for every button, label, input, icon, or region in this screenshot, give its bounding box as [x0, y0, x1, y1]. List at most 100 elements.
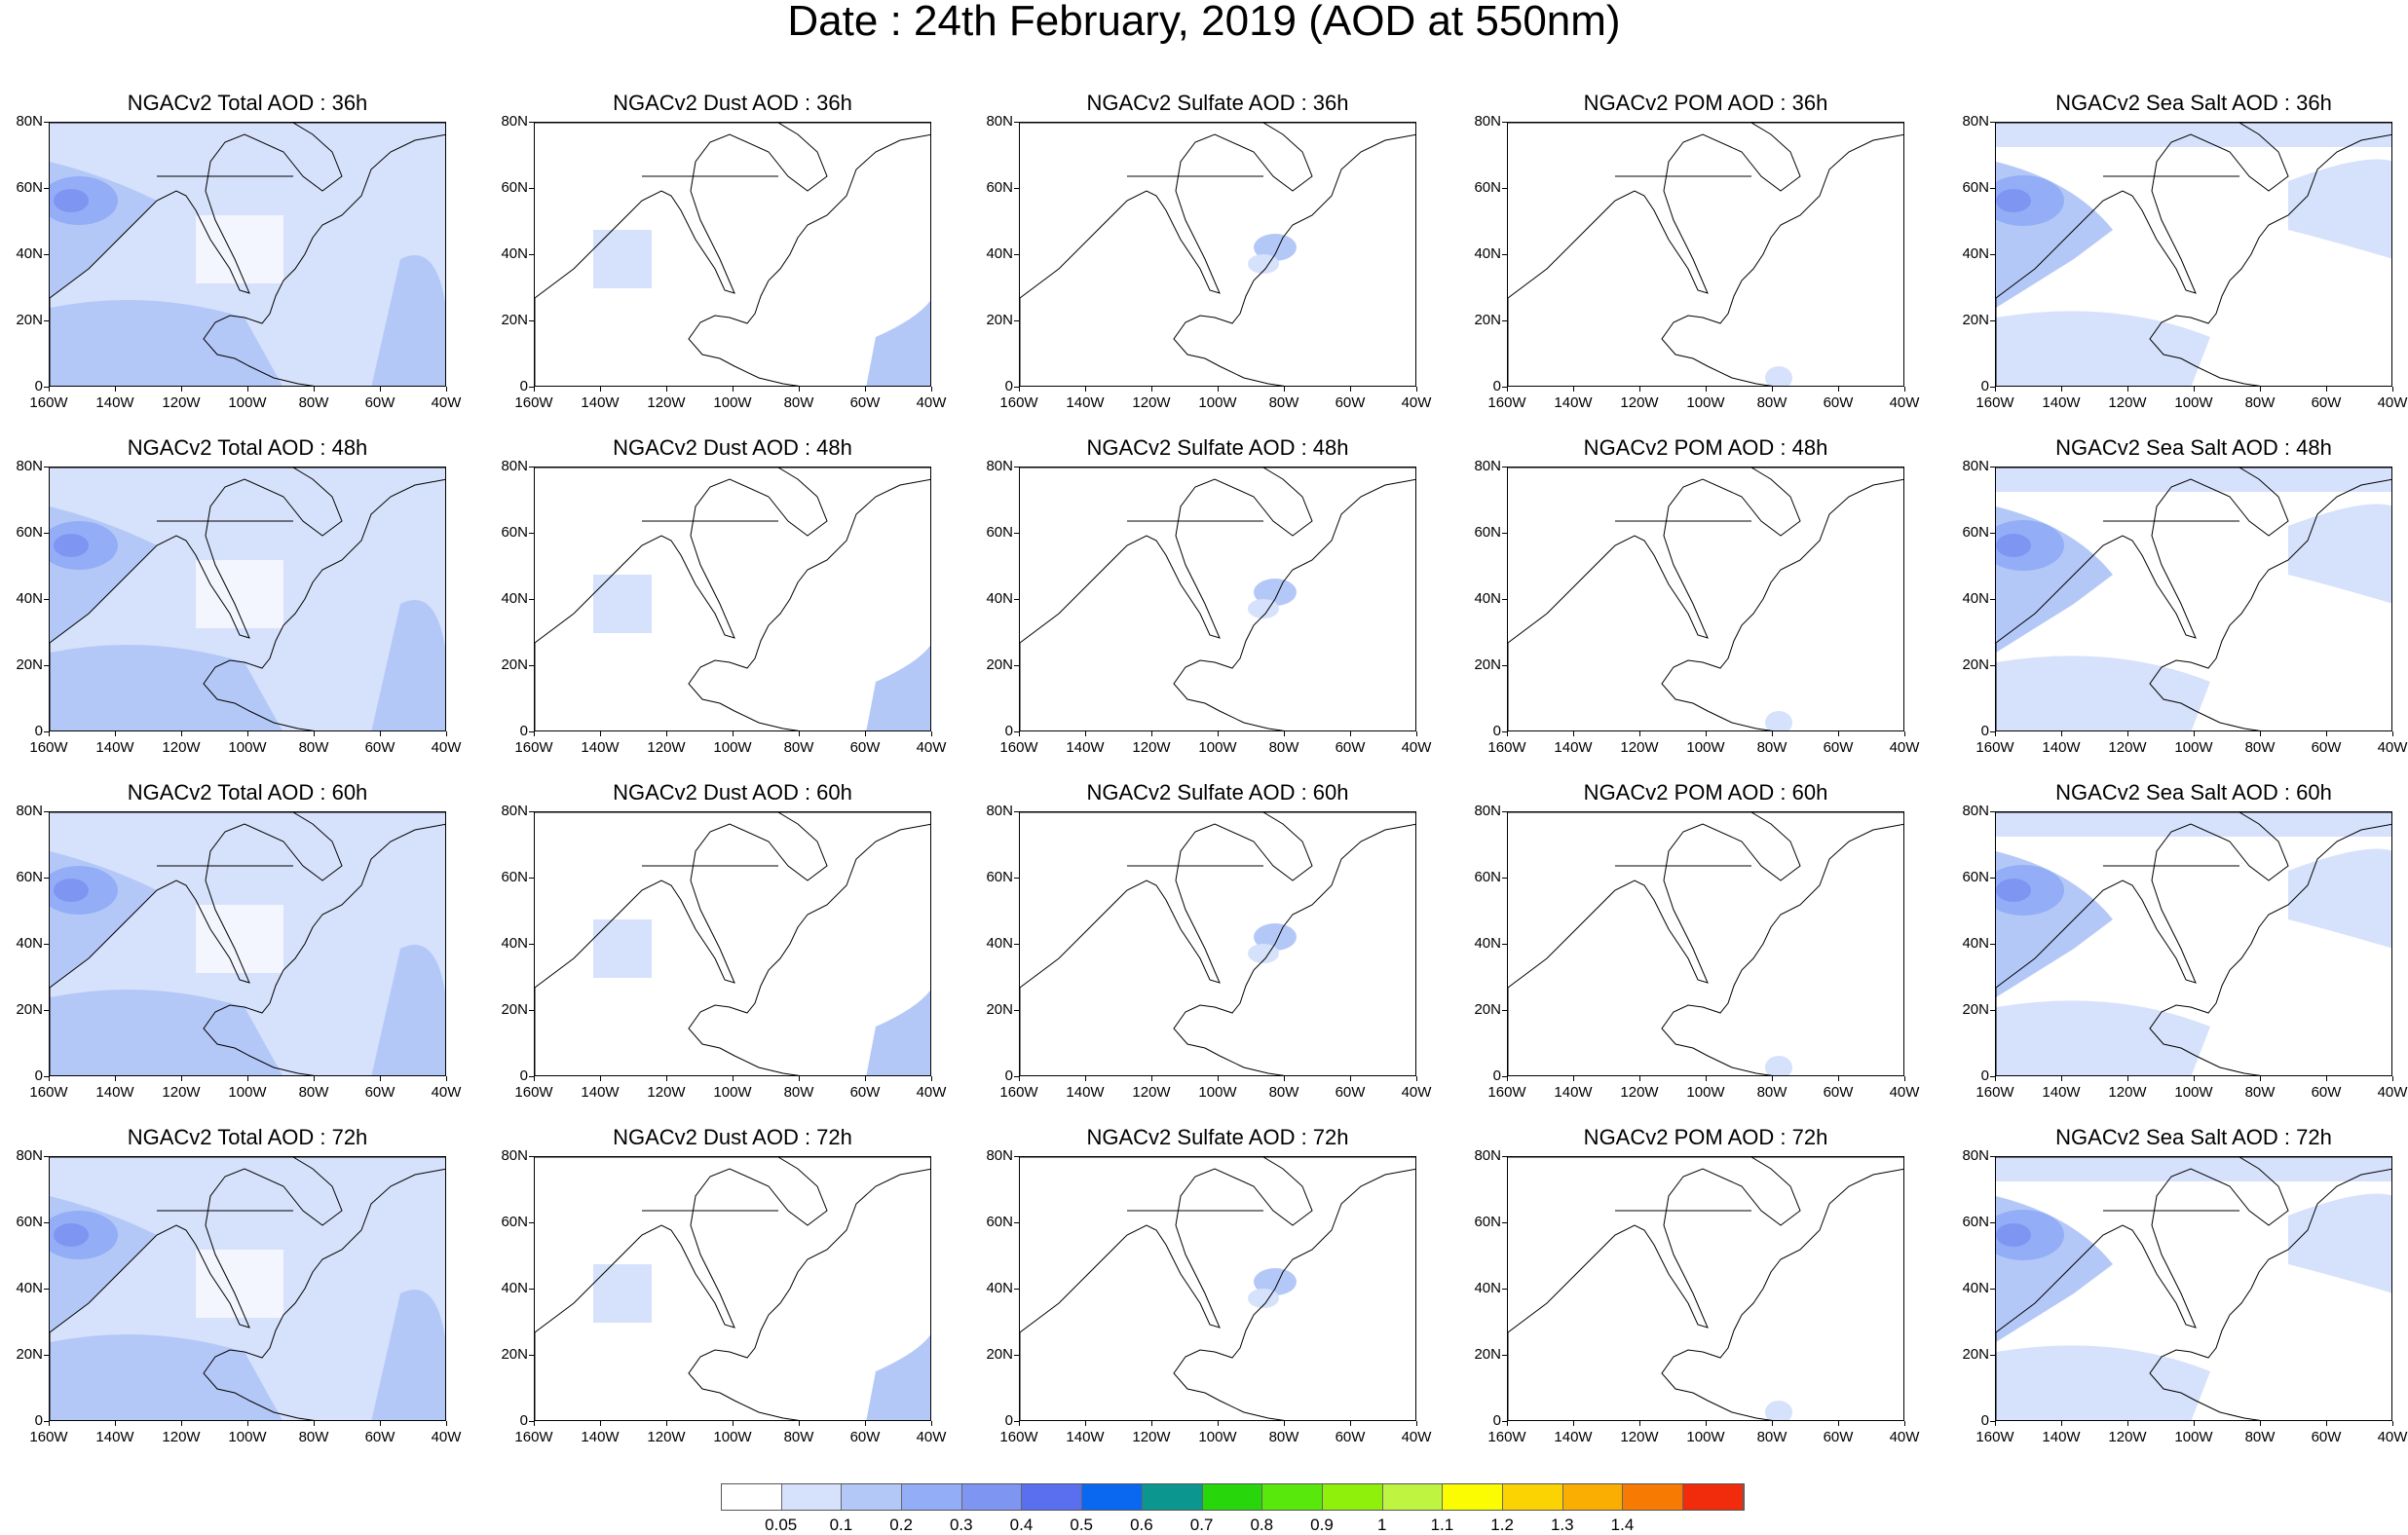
lat-tick — [529, 1289, 534, 1290]
aod-field — [1996, 123, 2391, 147]
map-panel-sulfate — [1019, 122, 1416, 387]
aod-field — [371, 945, 445, 1075]
aod-field — [1765, 1401, 1792, 1420]
lat-tick-label: 20N — [986, 312, 1013, 328]
colorbar-swatch — [1322, 1484, 1383, 1510]
lon-tick-label: 40W — [431, 394, 462, 411]
lon-tick — [600, 1076, 601, 1081]
lon-tick — [1772, 1076, 1773, 1081]
lon-tick-label: 140W — [1554, 1429, 1593, 1445]
colorbar-label: 1.3 — [1550, 1516, 1574, 1534]
lon-tick-label: 60W — [364, 1084, 395, 1101]
lat-tick-label: 20N — [16, 312, 43, 328]
lat-tick-label: 60N — [1474, 869, 1501, 885]
aod-field — [50, 300, 282, 386]
lon-tick-label: 40W — [1889, 394, 1920, 411]
aod-map — [1996, 468, 2391, 730]
lon-tick — [115, 1421, 116, 1426]
lat-tick — [529, 599, 534, 600]
lon-tick — [2194, 387, 2195, 392]
aod-field — [50, 990, 282, 1075]
lon-tick-label: 120W — [647, 1084, 686, 1101]
lon-tick-label: 120W — [1132, 394, 1171, 411]
lat-tick-label: 0 — [34, 1412, 43, 1429]
lon-tick-label: 140W — [95, 1429, 134, 1445]
lat-tick-label: 60N — [16, 869, 43, 885]
lat-tick — [529, 188, 534, 189]
lat-tick-label: 0 — [1492, 378, 1501, 394]
lat-tick-label: 20N — [1474, 312, 1501, 328]
lon-tick — [314, 387, 315, 392]
lon-tick — [1218, 1421, 1219, 1426]
lat-tick — [44, 1222, 49, 1223]
lon-tick-label: 100W — [2174, 394, 2213, 411]
lon-tick-label: 40W — [1401, 739, 1432, 756]
lat-tick-label: 0 — [519, 1067, 528, 1084]
lon-tick-label: 100W — [2174, 739, 2213, 756]
lon-tick — [1995, 387, 1996, 392]
lat-tick-label: 60N — [1962, 1214, 1989, 1230]
lon-tick-label: 140W — [1554, 739, 1593, 756]
aod-field — [1254, 234, 1297, 261]
lon-tick — [2392, 387, 2393, 392]
lon-tick — [1573, 1421, 1574, 1426]
lon-tick-label: 100W — [1198, 1429, 1237, 1445]
lon-tick-label: 140W — [95, 739, 134, 756]
colorbar-swatch — [1443, 1484, 1503, 1510]
lat-tick — [529, 320, 534, 321]
lat-tick-label: 0 — [1004, 378, 1013, 394]
coastline — [1508, 812, 1903, 1075]
coastline — [1020, 812, 1415, 1075]
lon-tick — [380, 731, 381, 736]
lat-tick — [44, 533, 49, 534]
lon-tick — [1639, 1076, 1640, 1081]
lon-tick-label: 80W — [1268, 1429, 1299, 1445]
lon-tick — [1416, 1421, 1417, 1426]
lon-tick — [2392, 731, 2393, 736]
lon-tick — [1838, 1421, 1839, 1426]
coastline — [1996, 1157, 2391, 1420]
lon-tick-label: 100W — [1686, 739, 1725, 756]
lat-tick — [44, 1421, 49, 1422]
aod-field — [866, 1334, 930, 1420]
colorbar-swatch — [1022, 1484, 1083, 1510]
colorbar-label: 1 — [1376, 1516, 1387, 1534]
colorbar-swatch — [722, 1484, 782, 1510]
lon-tick — [181, 387, 182, 392]
lat-tick — [44, 254, 49, 255]
panel-title: NGACv2 Sea Salt AOD : 72h — [2055, 1125, 2332, 1149]
lon-tick — [534, 1076, 535, 1081]
lon-tick-label: 40W — [916, 1429, 947, 1445]
lat-tick-label: 80N — [501, 458, 528, 474]
lon-tick — [1085, 1421, 1086, 1426]
lon-tick-label: 160W — [29, 739, 68, 756]
lon-tick — [1995, 1421, 1996, 1426]
aod-field — [593, 230, 652, 288]
lat-tick-label: 80N — [1962, 803, 1989, 819]
lat-tick-label: 60N — [986, 1214, 1013, 1230]
lon-tick-label: 120W — [2108, 1084, 2147, 1101]
lon-tick-label: 60W — [849, 739, 881, 756]
lat-tick-label: 20N — [986, 1346, 1013, 1363]
lon-tick-label: 80W — [1756, 394, 1787, 411]
lat-tick-label: 20N — [16, 1346, 43, 1363]
lon-tick-label: 120W — [1620, 1429, 1659, 1445]
coastline — [535, 123, 930, 386]
lon-tick — [115, 387, 116, 392]
aod-map — [1020, 1157, 1415, 1420]
lat-tick-label: 0 — [1004, 1067, 1013, 1084]
lon-tick-label: 80W — [298, 394, 329, 411]
lon-tick — [1151, 731, 1152, 736]
lon-tick — [380, 1076, 381, 1081]
lat-tick-label: 60N — [501, 1214, 528, 1230]
coastline — [1020, 1157, 1415, 1420]
lat-tick — [1502, 387, 1507, 388]
colorbar-label: 1.2 — [1490, 1516, 1514, 1534]
lon-tick-label: 60W — [1823, 394, 1854, 411]
lat-tick — [1990, 1355, 1995, 1356]
coastline — [1996, 468, 2391, 730]
lat-tick — [1014, 188, 1019, 189]
lon-tick-label: 60W — [849, 1084, 881, 1101]
lat-tick — [529, 1156, 534, 1157]
lon-tick-label: 100W — [1686, 1429, 1725, 1445]
